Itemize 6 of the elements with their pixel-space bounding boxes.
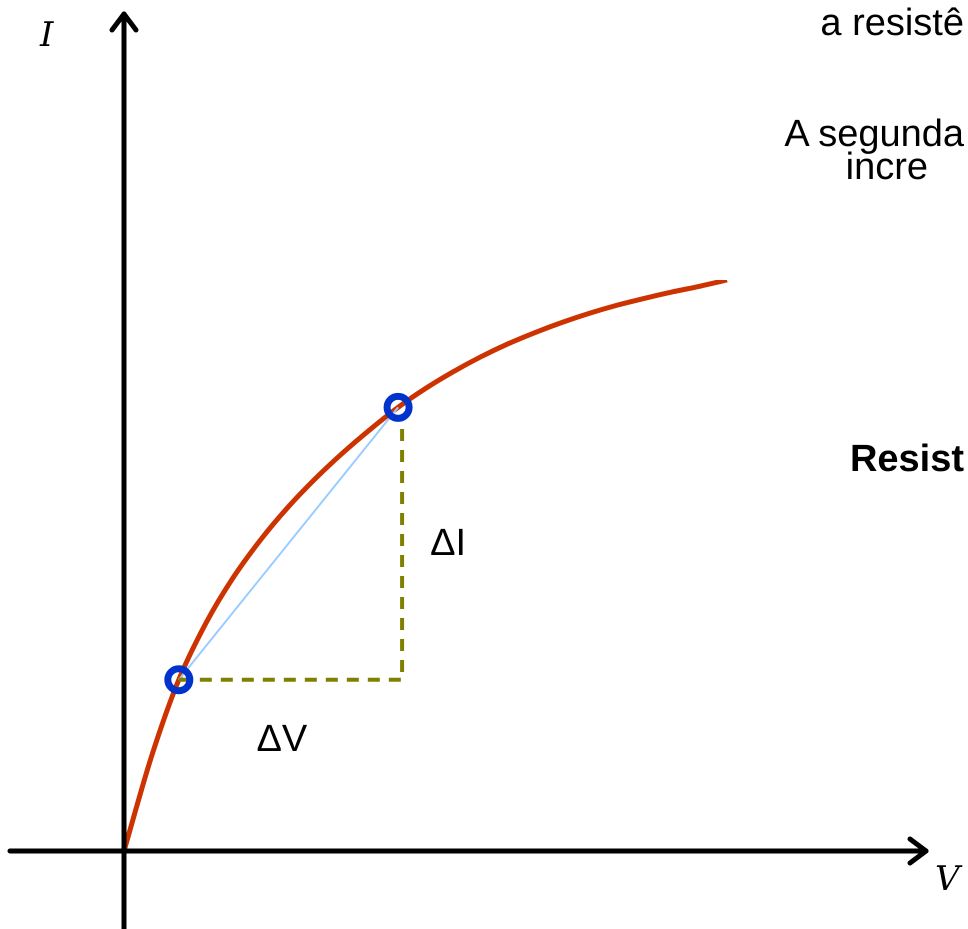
text: a resistê [820, 2, 964, 44]
text: V [935, 859, 960, 899]
annotation: ΔV [256, 718, 308, 760]
text: I [40, 15, 54, 55]
annotation: ΔI [430, 522, 466, 564]
text: Resist [850, 438, 964, 480]
